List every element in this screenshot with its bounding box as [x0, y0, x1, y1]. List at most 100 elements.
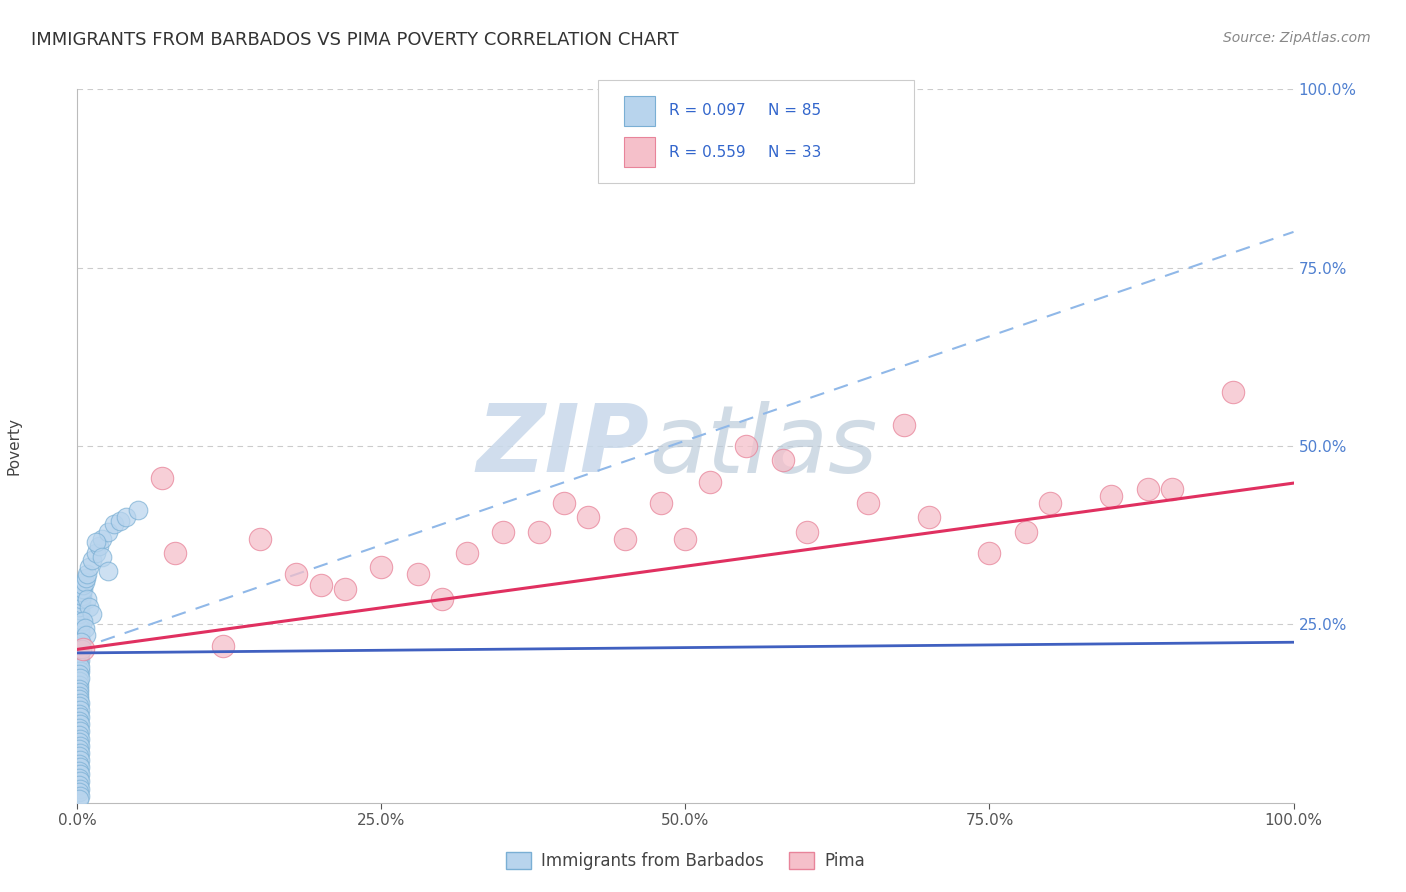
Text: Source: ZipAtlas.com: Source: ZipAtlas.com	[1223, 31, 1371, 45]
Point	[1099, 489, 1122, 503]
Point	[70, 635, 93, 649]
Point	[67, 714, 90, 728]
Point	[67, 667, 90, 681]
Point	[67, 642, 90, 657]
Point	[67, 678, 90, 692]
Point	[69, 731, 91, 746]
Point	[67, 721, 90, 735]
Point	[67, 685, 90, 699]
Point	[69, 767, 91, 781]
Point	[70, 596, 93, 610]
Point	[67, 771, 90, 785]
Point	[69, 774, 91, 789]
Point	[69, 717, 91, 731]
Point	[79, 560, 101, 574]
Point	[67, 728, 90, 742]
Point	[979, 546, 1001, 560]
Point	[90, 532, 112, 546]
Point	[67, 756, 90, 771]
Point	[72, 614, 94, 628]
Point	[115, 510, 138, 524]
Text: R = 0.559: R = 0.559	[669, 145, 745, 160]
Point	[67, 607, 90, 621]
Point	[84, 535, 107, 549]
Point	[69, 703, 91, 717]
Text: R = 0.097: R = 0.097	[669, 103, 745, 119]
Point	[97, 524, 120, 539]
Point	[69, 610, 91, 624]
Point	[73, 621, 96, 635]
Point	[1161, 482, 1184, 496]
Point	[893, 417, 915, 432]
Point	[67, 689, 90, 703]
Point	[69, 653, 91, 667]
Point	[76, 567, 98, 582]
Point	[370, 560, 392, 574]
Point	[67, 681, 90, 696]
Point	[69, 781, 91, 796]
Point	[69, 696, 91, 710]
Point	[67, 778, 90, 792]
Point	[152, 471, 174, 485]
Point	[796, 524, 818, 539]
Text: N = 85: N = 85	[768, 103, 821, 119]
Point	[72, 578, 94, 592]
Point	[67, 742, 90, 756]
Point	[84, 546, 107, 560]
Point	[69, 789, 91, 803]
Point	[75, 628, 97, 642]
Point	[80, 553, 103, 567]
Point	[70, 642, 93, 657]
Point	[212, 639, 235, 653]
Point	[918, 510, 941, 524]
Point	[70, 592, 93, 607]
Point	[69, 760, 91, 774]
Point	[80, 607, 103, 621]
Point	[69, 646, 91, 660]
Point	[73, 574, 96, 589]
Text: ZIP: ZIP	[477, 400, 650, 492]
Point	[67, 764, 90, 778]
Point	[67, 639, 90, 653]
Point	[67, 674, 90, 689]
Point	[772, 453, 794, 467]
Point	[1136, 482, 1159, 496]
Point	[69, 660, 91, 674]
Point	[69, 664, 91, 678]
Point	[430, 592, 453, 607]
Point	[309, 578, 332, 592]
Point	[70, 589, 93, 603]
Point	[69, 628, 91, 642]
Point	[613, 532, 636, 546]
Point	[675, 532, 697, 546]
Point	[1222, 385, 1244, 400]
Text: IMMIGRANTS FROM BARBADOS VS PIMA POVERTY CORRELATION CHART: IMMIGRANTS FROM BARBADOS VS PIMA POVERTY…	[31, 31, 679, 49]
Point	[69, 746, 91, 760]
Point	[529, 524, 551, 539]
Point	[72, 582, 94, 596]
Point	[333, 582, 356, 596]
Point	[67, 657, 90, 671]
Point	[406, 567, 429, 582]
Point	[456, 546, 478, 560]
Point	[285, 567, 308, 582]
Point	[67, 699, 90, 714]
Point	[67, 692, 90, 706]
Point	[67, 785, 90, 799]
Point	[69, 617, 91, 632]
Point	[89, 539, 111, 553]
Point	[249, 532, 271, 546]
Point	[735, 439, 758, 453]
Point	[127, 503, 149, 517]
Point	[69, 621, 91, 635]
Point	[67, 599, 90, 614]
Point	[1039, 496, 1062, 510]
Point	[576, 510, 599, 524]
Point	[69, 635, 91, 649]
Point	[1015, 524, 1038, 539]
Point	[97, 564, 120, 578]
Point	[69, 632, 91, 646]
Point	[67, 649, 90, 664]
Point	[492, 524, 515, 539]
Point	[69, 739, 91, 753]
